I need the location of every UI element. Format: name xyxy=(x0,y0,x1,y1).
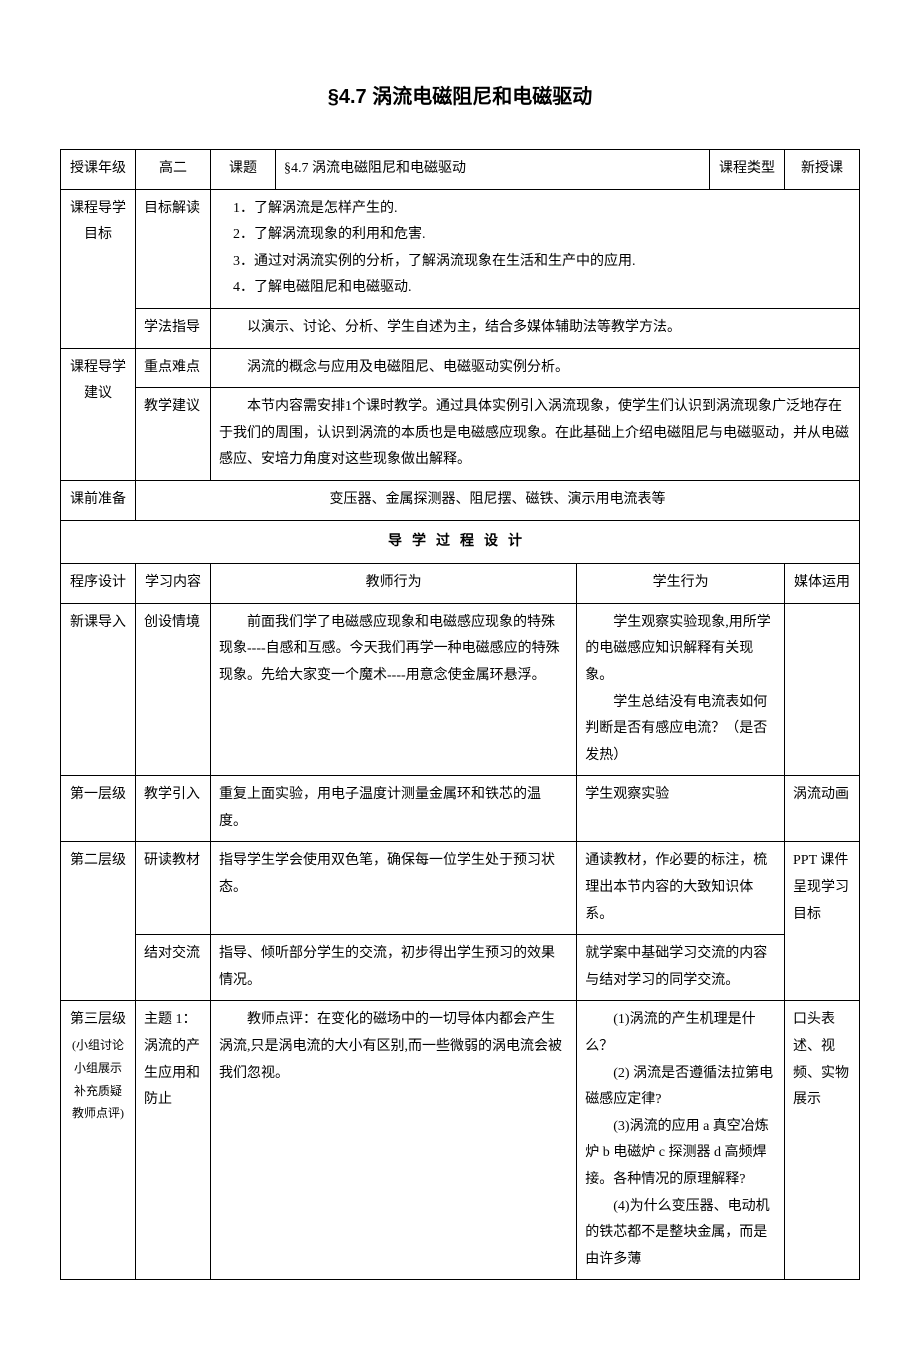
label-objectives: 课程导学目标 xyxy=(61,189,136,348)
col-student-behavior: 学生行为 xyxy=(577,564,785,604)
cell-level1-student: 学生观察实验 xyxy=(577,776,785,842)
label-objectives-sub1: 目标解读 xyxy=(136,189,211,308)
objective-item: 4．了解电磁阻尼和电磁驱动. xyxy=(233,275,851,302)
cell-level1-program: 第一层级 xyxy=(61,776,136,842)
cell-level2b-student: 就学案中基础学习交流的内容与结对学习的同学交流。 xyxy=(577,935,785,1001)
teaching-suggest-content: 本节内容需安排1个课时教学。通过具体实例引入涡流现象，使学生们认识到涡流现象广泛… xyxy=(211,388,860,481)
cell-level2a-content: 研读教材 xyxy=(136,842,211,935)
cell-intro-media xyxy=(785,603,860,776)
cell-level3-media: 口头表述、视频、实物展示 xyxy=(785,1001,860,1280)
cell-level2b-content: 结对交流 xyxy=(136,935,211,1001)
method-guide-content: 以演示、讨论、分析、学生自述为主，结合多媒体辅助法等教学方法。 xyxy=(211,308,860,348)
value-course-type: 新授课 xyxy=(785,150,860,190)
col-media: 媒体运用 xyxy=(785,564,860,604)
cell-level1-media: 涡流动画 xyxy=(785,776,860,842)
cell-level2b-teacher: 指导、倾听部分学生的交流，初步得出学生预习的效果情况。 xyxy=(211,935,577,1001)
objective-item: 2．了解涡流现象的利用和危害. xyxy=(233,222,851,249)
cell-level2-program: 第二层级 xyxy=(61,842,136,1001)
cell-intro-program: 新课导入 xyxy=(61,603,136,776)
keypoints-content: 涡流的概念与应用及电磁阻尼、电磁驱动实例分析。 xyxy=(211,348,860,388)
cell-level2a-student: 通读教材，作必要的标注，梳理出本节内容的大致知识体系。 xyxy=(577,842,785,935)
label-course-type: 课程类型 xyxy=(710,150,785,190)
cell-intro-teacher: 前面我们学了电磁感应现象和电磁感应现象的特殊现象----自感和互感。今天我们再学… xyxy=(211,603,577,776)
objective-item: 3．通过对涡流实例的分析，了解涡流现象在生活和生产中的应用. xyxy=(233,249,851,276)
cell-level2a-teacher: 指导学生学会使用双色笔，确保每一位学生处于预习状态。 xyxy=(211,842,577,935)
cell-intro-student: 学生观察实验现象,用所学的电磁感应知识解释有关现象。 学生总结没有电流表如何判断… xyxy=(577,603,785,776)
value-grade: 高二 xyxy=(136,150,211,190)
col-program-design: 程序设计 xyxy=(61,564,136,604)
cell-level3-teacher: 教师点评：在变化的磁场中的一切导体内都会产生涡流,只是涡电流的大小有区别,而一些… xyxy=(211,1001,577,1280)
label-method-guide: 学法指导 xyxy=(136,308,211,348)
objective-item: 1．了解涡流是怎样产生的. xyxy=(233,196,851,223)
cell-level1-content: 教学引入 xyxy=(136,776,211,842)
preparation-content: 变压器、金属探测器、阻尼摆、磁铁、演示用电流表等 xyxy=(136,480,860,520)
label-preparation: 课前准备 xyxy=(61,480,136,520)
cell-level3-program: 第三层级 (小组讨论 小组展示 补充质疑 教师点评) xyxy=(61,1001,136,1280)
label-teaching-suggest: 教学建议 xyxy=(136,388,211,481)
page-title: §4.7 涡流电磁阻尼和电磁驱动 xyxy=(60,80,860,109)
col-teacher-behavior: 教师行为 xyxy=(211,564,577,604)
lesson-plan-table: 授课年级 高二 课题 §4.7 涡流电磁阻尼和电磁驱动 课程类型 新授课 课程导… xyxy=(60,149,860,1280)
process-header: 导学过程设计 xyxy=(61,520,860,564)
label-suggestions: 课程导学建议 xyxy=(61,348,136,480)
cell-level3-student: (1)涡流的产生机理是什么？ (2) 涡流是否遵循法拉第电磁感应定律? (3)涡… xyxy=(577,1001,785,1280)
cell-level1-teacher: 重复上面实验，用电子温度计测量金属环和铁芯的温度。 xyxy=(211,776,577,842)
label-grade: 授课年级 xyxy=(61,150,136,190)
objectives-content: 1．了解涡流是怎样产生的. 2．了解涡流现象的利用和危害. 3．通过对涡流实例的… xyxy=(211,189,860,308)
value-topic: §4.7 涡流电磁阻尼和电磁驱动 xyxy=(276,150,710,190)
label-topic: 课题 xyxy=(211,150,276,190)
col-learning-content: 学习内容 xyxy=(136,564,211,604)
cell-level2-media: PPT 课件呈现学习目标 xyxy=(785,842,860,1001)
cell-intro-content: 创设情境 xyxy=(136,603,211,776)
label-keypoints: 重点难点 xyxy=(136,348,211,388)
cell-level3-content: 主题 1：涡流的产生应用和防止 xyxy=(136,1001,211,1280)
